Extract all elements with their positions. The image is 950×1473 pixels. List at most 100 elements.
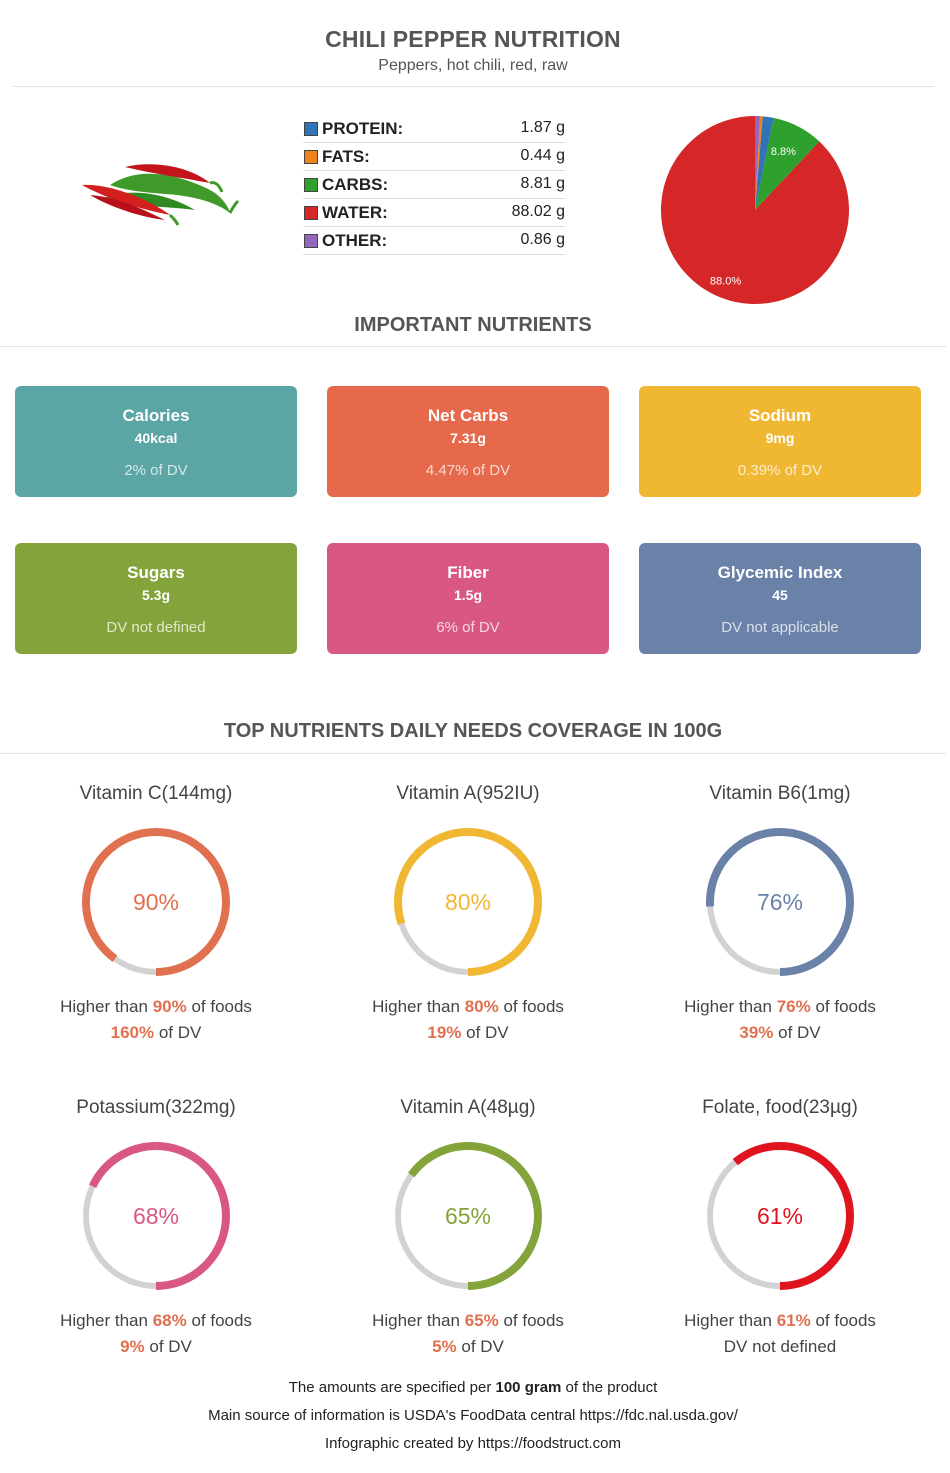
macro-label: OTHER: bbox=[322, 231, 388, 250]
card-name: Fiber bbox=[447, 563, 489, 582]
macro-row: OTHER: 0.86 g bbox=[303, 227, 565, 255]
nutrient-card: Calories 40kcal 2% of DV bbox=[15, 386, 297, 497]
progress-ring: 65% bbox=[383, 1131, 553, 1301]
macro-value: 0.44 g bbox=[520, 147, 565, 164]
progress-ring: 61% bbox=[695, 1131, 865, 1301]
progress-ring: 76% bbox=[695, 817, 865, 987]
higher-than-text: Higher than 61% of foods bbox=[624, 1311, 936, 1331]
card-name: Calories bbox=[122, 406, 190, 425]
higher-suffix: of foods bbox=[498, 997, 564, 1016]
ring-fill bbox=[706, 828, 854, 976]
dv-percent: 5% bbox=[432, 1337, 457, 1356]
progress-ring: 90% bbox=[71, 817, 241, 987]
higher-suffix: of foods bbox=[498, 1311, 564, 1330]
footer-line1-pre: The amounts are specified per bbox=[288, 1379, 496, 1396]
nutrient-card: Fiber 1.5g 6% of DV bbox=[327, 543, 609, 654]
legend-swatch bbox=[304, 150, 318, 164]
page-title: CHILI PEPPER NUTRITION bbox=[325, 26, 621, 52]
higher-prefix: Higher than bbox=[684, 997, 777, 1016]
higher-percent: 65% bbox=[464, 1311, 499, 1330]
dv-line: DV not defined bbox=[624, 1337, 936, 1357]
ring-percent: 90% bbox=[132, 889, 180, 915]
macro-row: PROTEIN: 1.87 g bbox=[303, 115, 565, 143]
macro-value: 88.02 g bbox=[511, 203, 565, 220]
nutrient-name: Potassium(322mg) bbox=[76, 1097, 236, 1118]
pie-label-water: 88.0% bbox=[710, 275, 741, 287]
coverage-gauge: Folate, food(23µg) 61% Higher than 61% of … bbox=[624, 1097, 936, 1357]
dv-suffix: of DV bbox=[773, 1023, 821, 1042]
ring-fill bbox=[82, 1142, 230, 1290]
coverage-title: TOP NUTRIENTS DAILY NEEDS COVERAGE IN 10… bbox=[223, 720, 723, 742]
legend-swatch bbox=[304, 122, 318, 136]
coverage-gauge: Vitamin A(48µg) 65% Higher than 65% of foo… bbox=[312, 1097, 624, 1357]
dv-percent: 19% bbox=[427, 1023, 462, 1042]
macro-value: 1.87 g bbox=[520, 119, 565, 136]
ring-fill bbox=[82, 828, 230, 976]
higher-prefix: Higher than bbox=[60, 997, 153, 1016]
macro-value: 8.81 g bbox=[520, 175, 565, 192]
pie-slice-other bbox=[755, 116, 761, 210]
nutrient-card: Glycemic Index 45 DV not applicable bbox=[639, 543, 921, 654]
card-name: Glycemic Index bbox=[717, 563, 843, 582]
card-value: 9mg bbox=[765, 430, 795, 446]
card-dv: 2% of DV bbox=[124, 462, 188, 479]
higher-suffix: of foods bbox=[186, 1311, 252, 1330]
higher-than-text: Higher than 90% of foods bbox=[0, 997, 312, 1017]
higher-percent: 76% bbox=[776, 997, 811, 1016]
higher-prefix: Higher than bbox=[684, 1311, 777, 1330]
higher-prefix: Higher than bbox=[60, 1311, 153, 1330]
ring-fill bbox=[394, 828, 542, 976]
card-name: Sugars bbox=[127, 563, 185, 582]
nutrient-card: Sugars 5.3g DV not defined bbox=[15, 543, 297, 654]
divider bbox=[0, 346, 946, 347]
higher-prefix: Higher than bbox=[372, 1311, 465, 1330]
legend-swatch bbox=[304, 234, 318, 248]
footer-amount-note: The amounts are specified per 100 gram o… bbox=[0, 1379, 946, 1396]
higher-percent: 68% bbox=[152, 1311, 187, 1330]
divider bbox=[0, 753, 946, 754]
higher-than-text: Higher than 65% of foods bbox=[312, 1311, 624, 1331]
ring-percent: 80% bbox=[444, 889, 492, 915]
nutrient-card: Sodium 9mg 0.39% of DV bbox=[639, 386, 921, 497]
dv-percent: 160% bbox=[110, 1023, 155, 1042]
dv-percent: 39% bbox=[739, 1023, 774, 1042]
ring-fill bbox=[394, 1142, 542, 1290]
card-dv: DV not defined bbox=[106, 619, 206, 636]
ring-percent: 76% bbox=[756, 889, 804, 915]
legend-swatch bbox=[304, 178, 318, 192]
dv-line: 39% of DV bbox=[624, 1023, 936, 1043]
coverage-gauge: Vitamin B6(1mg) 76% Higher than 76% of foo… bbox=[624, 783, 936, 1043]
nutrient-card: Net Carbs 7.31g 4.47% of DV bbox=[327, 386, 609, 497]
macros-table: PROTEIN: 1.87 g FATS: 0.44 g CARBS: 8.81 g WAT… bbox=[303, 115, 565, 255]
legend-swatch bbox=[304, 206, 318, 220]
card-dv: 4.47% of DV bbox=[425, 462, 511, 479]
page-subtitle: Peppers, hot chili, red, raw bbox=[378, 57, 568, 74]
macro-label: CARBS: bbox=[322, 175, 389, 194]
macro-label: FATS: bbox=[322, 147, 370, 166]
macro-row: WATER: 88.02 g bbox=[303, 199, 565, 227]
higher-than-text: Higher than 68% of foods bbox=[0, 1311, 312, 1331]
progress-ring: 68% bbox=[71, 1131, 241, 1301]
pie-slice-carbs bbox=[755, 117, 820, 210]
macro-label: WATER: bbox=[322, 203, 388, 222]
dv-suffix: of DV bbox=[144, 1337, 192, 1356]
nutrient-name: Vitamin A(48µg) bbox=[400, 1097, 536, 1118]
divider bbox=[12, 86, 934, 87]
higher-than-text: Higher than 76% of foods bbox=[624, 997, 936, 1017]
higher-prefix: Higher than bbox=[372, 997, 465, 1016]
nutrient-name: Vitamin A(952IU) bbox=[396, 783, 540, 804]
higher-suffix: of foods bbox=[186, 997, 252, 1016]
ring-percent: 65% bbox=[444, 1203, 492, 1229]
dv-suffix: of DV bbox=[461, 1023, 509, 1042]
ring-percent: 68% bbox=[132, 1203, 180, 1229]
macro-row: CARBS: 8.81 g bbox=[303, 171, 565, 199]
card-value: 1.5g bbox=[453, 587, 482, 603]
card-value: 40kcal bbox=[134, 430, 178, 446]
dv-suffix: of DV bbox=[154, 1023, 202, 1042]
chili-pepper-image bbox=[82, 164, 240, 226]
important-nutrients-title: IMPORTANT NUTRIENTS bbox=[354, 314, 592, 336]
dv-suffix: of DV bbox=[456, 1337, 504, 1356]
card-dv: 0.39% of DV bbox=[737, 462, 823, 479]
macros-pie-chart: 88.0% 8.8% bbox=[661, 116, 849, 304]
footer-line1-post: of the product bbox=[561, 1379, 658, 1396]
